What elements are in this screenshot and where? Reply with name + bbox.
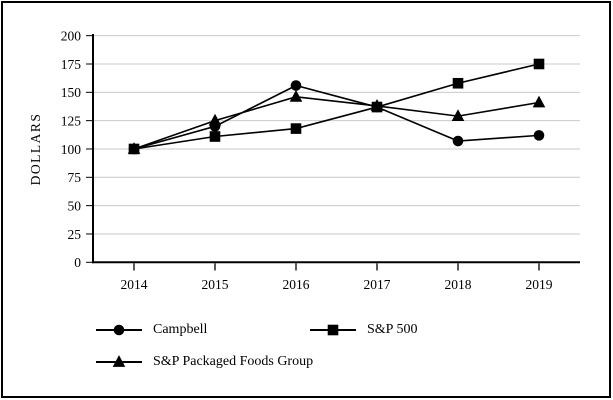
data-point-campbell-2018: [452, 135, 464, 147]
y-tick-label-125: 125: [61, 113, 82, 128]
y-tick-label-0: 0: [74, 255, 81, 270]
legend-label-campbell: Campbell: [153, 322, 208, 337]
data-point-s-p-packaged-foods-group-2018: [451, 109, 465, 122]
legend-glyph: [327, 324, 339, 336]
data-point-s-p-500-2014: [128, 143, 140, 155]
series-line-campbell: [133, 84, 540, 150]
data-point-campbell-2016: [290, 80, 302, 91]
y-tick-label-150: 150: [61, 85, 82, 100]
legend-label-sp-packaged-foods: S&P Packaged Foods Group: [153, 354, 314, 369]
legend-item-sp-packaged-foods: S&P Packaged Foods Group: [94, 354, 313, 370]
y-tick-label-100: 100: [61, 142, 82, 157]
x-tick-label-2014: 2014: [121, 277, 148, 292]
data-point-campbell-2019: [533, 130, 545, 141]
series-s-p-packaged-foods-group: [127, 89, 546, 154]
data-point-s-p-500-2018: [452, 77, 464, 89]
legend-marker-circle-icon: [96, 324, 142, 336]
legend-marker-triangle-icon: [96, 355, 142, 367]
legend-glyph: [112, 355, 126, 367]
legend-glyph: [113, 324, 125, 336]
data-point-s-p-packaged-foods-group-2016: [289, 89, 303, 102]
x-tick-label-2015: 2015: [202, 277, 229, 292]
legend-marker-square-icon: [310, 324, 356, 336]
data-point-s-p-500-2017: [371, 101, 383, 113]
x-tick-label-2017: 2017: [364, 277, 391, 292]
legend-item-sp500: S&P 500: [308, 322, 417, 338]
x-tick-label-2018: 2018: [445, 277, 472, 292]
series-s-p-500: [128, 58, 545, 155]
series-line-s-p-packaged-foods-group: [133, 96, 540, 150]
y-tick-label-75: 75: [68, 170, 82, 185]
y-tick-label-25: 25: [68, 227, 82, 242]
data-point-s-p-500-2015: [209, 131, 221, 142]
x-tick-label-2016: 2016: [283, 277, 310, 292]
data-point-s-p-500-2016: [290, 123, 302, 134]
legend-item-campbell: Campbell: [94, 322, 207, 338]
y-axis-title: DOLLARS: [28, 113, 43, 186]
series-line-s-p-500: [133, 63, 540, 150]
data-point-s-p-packaged-foods-group-2019: [532, 95, 546, 108]
y-tick-label-175: 175: [61, 57, 82, 72]
y-tick-label-50: 50: [68, 198, 82, 213]
data-point-s-p-500-2019: [533, 58, 545, 70]
legend-label-sp500: S&P 500: [367, 322, 418, 337]
x-tick-label-2019: 2019: [526, 277, 553, 292]
y-tick-label-200: 200: [61, 28, 82, 43]
data-point-campbell-2015: [209, 121, 221, 132]
